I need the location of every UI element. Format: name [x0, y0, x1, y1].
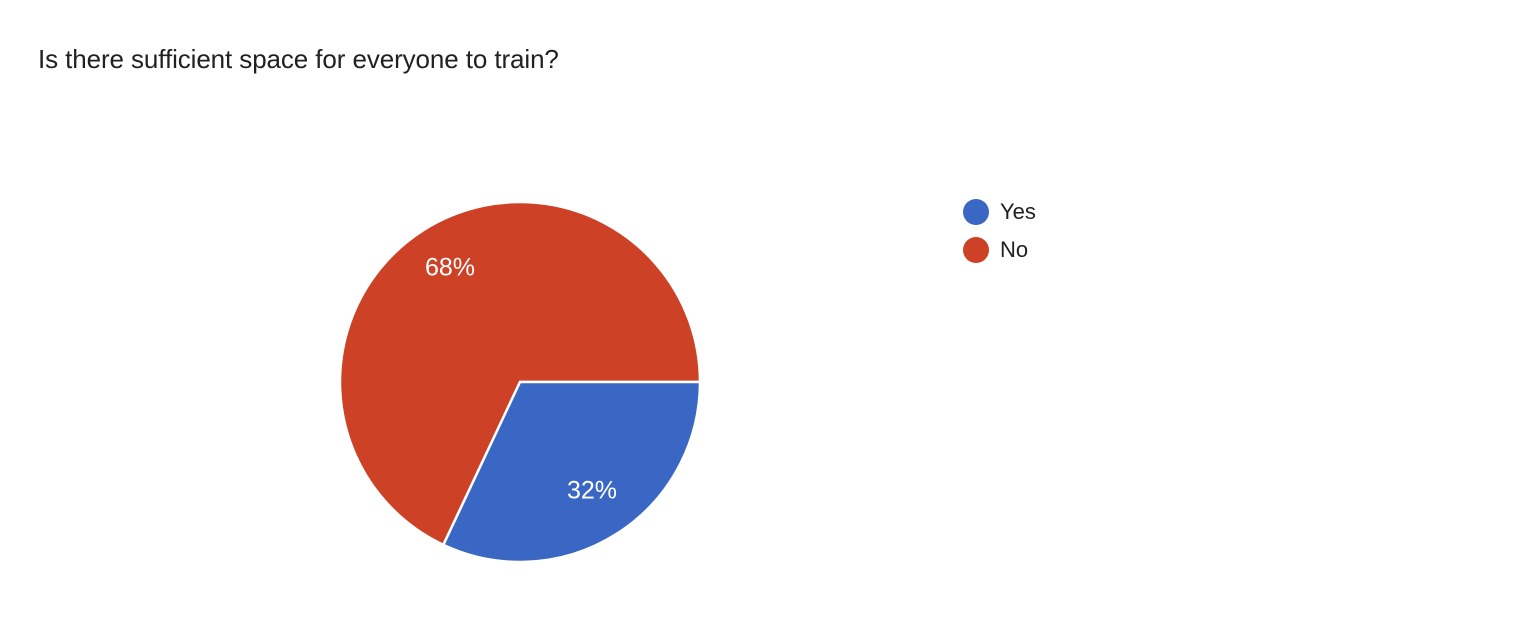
page-title: Is there sufficient space for everyone t… [38, 44, 559, 74]
pie-svg: 68% 32% [338, 200, 702, 564]
pie-slice-label-no: 68% [425, 254, 475, 282]
legend-label-yes: Yes [1000, 199, 1036, 224]
legend-swatch-no-icon [963, 237, 989, 263]
pie-slice-no[interactable] [338, 200, 702, 547]
legend-item-no[interactable]: No [963, 234, 1036, 266]
legend-label-no: No [1000, 237, 1029, 262]
legend-item-yes[interactable]: Yes [963, 196, 1036, 228]
pie-slice-yes[interactable] [441, 380, 702, 564]
legend: Yes No [963, 196, 1036, 266]
plot-area: 68% 32% [338, 200, 702, 564]
pie-slice-label-yes: 32% [567, 477, 617, 505]
legend-swatch-yes-icon [963, 199, 989, 225]
